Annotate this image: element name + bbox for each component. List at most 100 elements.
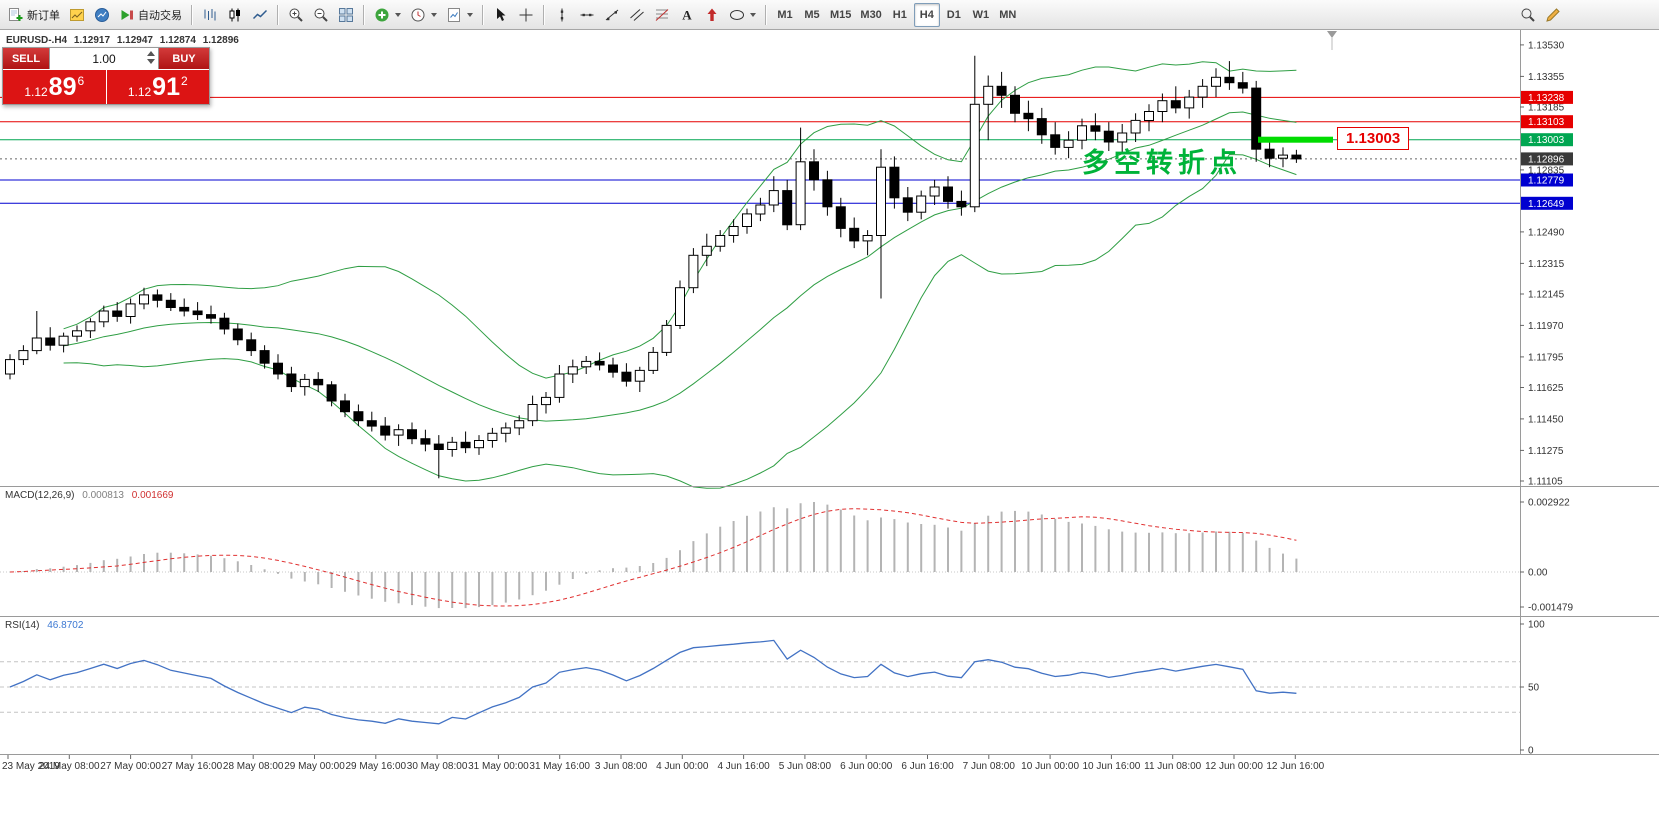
price-line-label: 1.12649 (1528, 199, 1565, 210)
new-order-icon (8, 7, 24, 23)
time-tick-label: 28 May 08:00 (223, 761, 284, 772)
button-label: W1 (972, 8, 990, 21)
price-tick-label: 1.12145 (1528, 290, 1565, 301)
time-tick-label: 5 Jun 08:00 (779, 761, 832, 772)
price-tick-label: 1.13530 (1528, 40, 1565, 51)
timeframe-M1-button[interactable]: M1 (772, 3, 798, 27)
crosshair-icon (518, 7, 534, 23)
price-scale[interactable]: 1.13530 1.13355 1.13185 1.12835 1.12490 1.123… (1520, 40, 1573, 757)
volume-stepper[interactable]: 1.00 (49, 48, 159, 69)
ask-price-prefix: 1.12 (127, 85, 152, 99)
timeframe-MN-button[interactable]: MN (995, 3, 1021, 27)
chart-canvas[interactable]: 1.135301.133551.131851.128351.124901.123… (0, 30, 1659, 818)
price-tick-label: 1.13185 (1528, 103, 1565, 114)
bid-price-button[interactable]: 1.12 89 6 (3, 70, 106, 104)
buy-button[interactable]: BUY (159, 48, 209, 69)
trendline-icon (604, 7, 620, 23)
ask-price-button[interactable]: 1.12 91 2 (105, 70, 209, 104)
time-tick-label: 7 Jun 08:00 (963, 761, 1016, 772)
main-toolbar: 新订单 自动交易 A M1 M5 M15 M30 H1 H4 D1 W1 MN (0, 0, 1659, 30)
search-button[interactable] (1516, 3, 1540, 27)
periods-icon (410, 7, 426, 23)
crosshair-button[interactable] (514, 3, 538, 27)
button-label: MN (999, 8, 1017, 21)
autotrading-icon (119, 7, 135, 23)
dropdown-caret-icon[interactable] (750, 12, 756, 17)
timeframe-M15-button[interactable]: M15 (826, 3, 855, 27)
candles-layer (5, 55, 1302, 479)
autotrading-button[interactable]: 自动交易 (115, 3, 186, 27)
new-order-button[interactable]: 新订单 (4, 3, 64, 27)
timeframe-H4-button[interactable]: H4 (913, 2, 940, 27)
volume-spinner[interactable] (147, 51, 155, 64)
sell-button[interactable]: SELL (3, 48, 49, 69)
macd-panel (0, 502, 1520, 609)
macd-scale-label: -0.001479 (1528, 603, 1573, 614)
rsi-value: 46.8702 (47, 620, 84, 631)
time-tick-label: 6 Jun 00:00 (840, 761, 893, 772)
candlestick-icon (227, 7, 243, 23)
time-tick-label: 4 Jun 00:00 (656, 761, 709, 772)
line-chart-button[interactable] (248, 3, 272, 27)
price-line-label: 1.12779 (1528, 176, 1565, 187)
time-tick-label: 29 May 00:00 (284, 761, 345, 772)
price-tick-label: 1.13355 (1528, 72, 1565, 83)
time-tick-label: 29 May 16:00 (345, 761, 406, 772)
macd-name: MACD(12,26,9) (5, 490, 75, 501)
dropdown-caret-icon[interactable] (467, 12, 473, 17)
timeframe-M30-button[interactable]: M30 (856, 3, 885, 27)
text-button[interactable]: A (675, 3, 699, 27)
search-icon (1520, 7, 1536, 23)
price-line-label: 1.13003 (1528, 135, 1565, 146)
ask-price-pipette: 2 (180, 74, 188, 88)
button-label: M30 (860, 8, 882, 21)
zoom-in-button[interactable] (284, 3, 308, 27)
profile-icon (94, 7, 110, 23)
shapes-icon (729, 7, 745, 23)
one-click-trading-panel: SELL 1.00 BUY 1.12 89 6 1.12 91 2 (2, 47, 210, 105)
timeframe-M5-button[interactable]: M5 (799, 3, 825, 27)
spin-up-icon[interactable] (147, 51, 155, 56)
tile-windows-button[interactable] (334, 3, 358, 27)
spin-down-icon[interactable] (147, 59, 155, 64)
price-line-label: 1.12896 (1528, 154, 1565, 165)
bar-chart-button[interactable] (198, 3, 222, 27)
charts-button[interactable] (65, 3, 89, 27)
candlestick-button[interactable] (223, 3, 247, 27)
bid-price-big: 89 (48, 72, 77, 101)
indicators-button[interactable] (370, 3, 405, 27)
button-label: 新订单 (27, 9, 60, 22)
cursor-button[interactable] (489, 3, 513, 27)
button-label: M5 (804, 8, 820, 21)
arrows-button[interactable] (700, 3, 724, 27)
macd-scale-label: 0.00 (1528, 568, 1548, 579)
price-tick-label: 1.12835 (1528, 165, 1565, 176)
dropdown-caret-icon[interactable] (395, 12, 401, 17)
vertical-line-button[interactable] (550, 3, 574, 27)
zoom-out-icon (313, 7, 329, 23)
horizontal-line-button[interactable] (575, 3, 599, 27)
panel-splitters[interactable] (0, 30, 1659, 755)
periods-button[interactable] (406, 3, 441, 27)
channel-button[interactable] (625, 3, 649, 27)
templates-button[interactable] (442, 3, 477, 27)
toolbar-right-buttons (1516, 3, 1565, 27)
time-tick-label: 10 Jun 00:00 (1021, 761, 1079, 772)
trendline-button[interactable] (600, 3, 624, 27)
open-value: 1.12917 (73, 35, 111, 46)
timeframe-D1-button[interactable]: D1 (941, 3, 967, 27)
pencil-button[interactable] (1541, 3, 1565, 27)
timeframe-W1-button[interactable]: W1 (968, 3, 994, 27)
price-line-label: 1.13238 (1528, 93, 1565, 104)
zoom-out-button[interactable] (309, 3, 333, 27)
macd-signal-value: 0.001669 (131, 490, 174, 501)
dropdown-caret-icon[interactable] (431, 12, 437, 17)
rsi-scale-label: 50 (1528, 683, 1540, 694)
profile-button[interactable] (90, 3, 114, 27)
fibonacci-button[interactable] (650, 3, 674, 27)
shapes-button[interactable] (725, 3, 760, 27)
horizontal-lines-layer (0, 96, 1520, 204)
price-callout-label: 1.13003 (1337, 127, 1410, 150)
timeframe-H1-button[interactable]: H1 (887, 3, 913, 27)
